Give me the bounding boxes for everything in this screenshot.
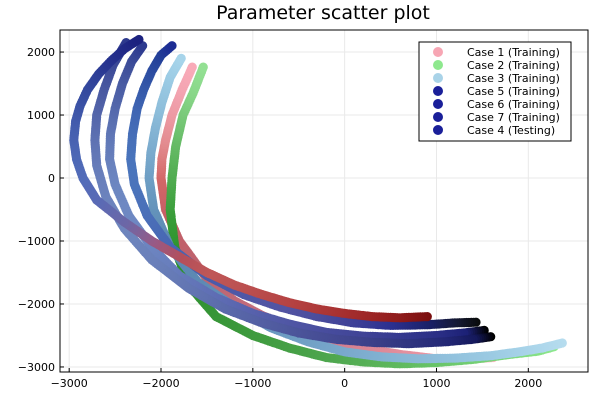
scatter-point [167, 41, 177, 51]
scatter-point [187, 62, 197, 72]
y-tick-label: 0 [48, 172, 55, 185]
legend-marker [433, 99, 443, 109]
scatter-point [134, 34, 144, 45]
plot-frame [59, 29, 589, 373]
legend-entry-label: Case 7 (Training) [467, 111, 560, 124]
scatter-point [198, 62, 208, 72]
legend-marker [433, 73, 443, 83]
legend-marker [433, 60, 443, 70]
x-tick-label: 2000 [514, 377, 542, 390]
x-tick-label: 0 [341, 377, 348, 390]
legend-entry-label: Case 2 (Training) [467, 59, 560, 72]
legend-marker [433, 47, 443, 57]
chart-title: Parameter scatter plot [216, 2, 430, 24]
legend-marker [433, 112, 443, 122]
legend-entry-label: Case 6 (Training) [467, 98, 560, 111]
series-6 [90, 37, 496, 349]
scatter-point [176, 53, 186, 63]
x-tick-label: −3000 [51, 377, 88, 390]
legend-marker [433, 125, 443, 135]
legend-entry-label: Case 4 (Testing) [467, 124, 555, 137]
x-tick-label: −1000 [234, 377, 271, 390]
legend-marker [433, 86, 443, 96]
y-tick-label: −1000 [18, 235, 55, 248]
y-tick-label: 1000 [27, 109, 55, 122]
x-tick-label: −2000 [142, 377, 179, 390]
legend-entry-label: Case 5 (Training) [467, 85, 560, 98]
data-marks [69, 34, 567, 369]
legend-entry-label: Case 3 (Training) [467, 72, 560, 85]
y-tick-label: 2000 [27, 46, 55, 59]
axis-ticks: −3000 −2000 −1000 0 1000 2000 −3000 −2000 −1000 0… [18, 46, 543, 390]
y-tick-label: −3000 [18, 361, 55, 374]
legend: Case 1 (Training)Case 2 (Training)Case 3… [418, 41, 572, 142]
legend-entry-label: Case 1 (Training) [467, 46, 560, 59]
legend-box [418, 41, 572, 142]
y-tick-label: −2000 [18, 298, 55, 311]
x-tick-label: 1000 [422, 377, 450, 390]
series-7 [69, 34, 432, 323]
